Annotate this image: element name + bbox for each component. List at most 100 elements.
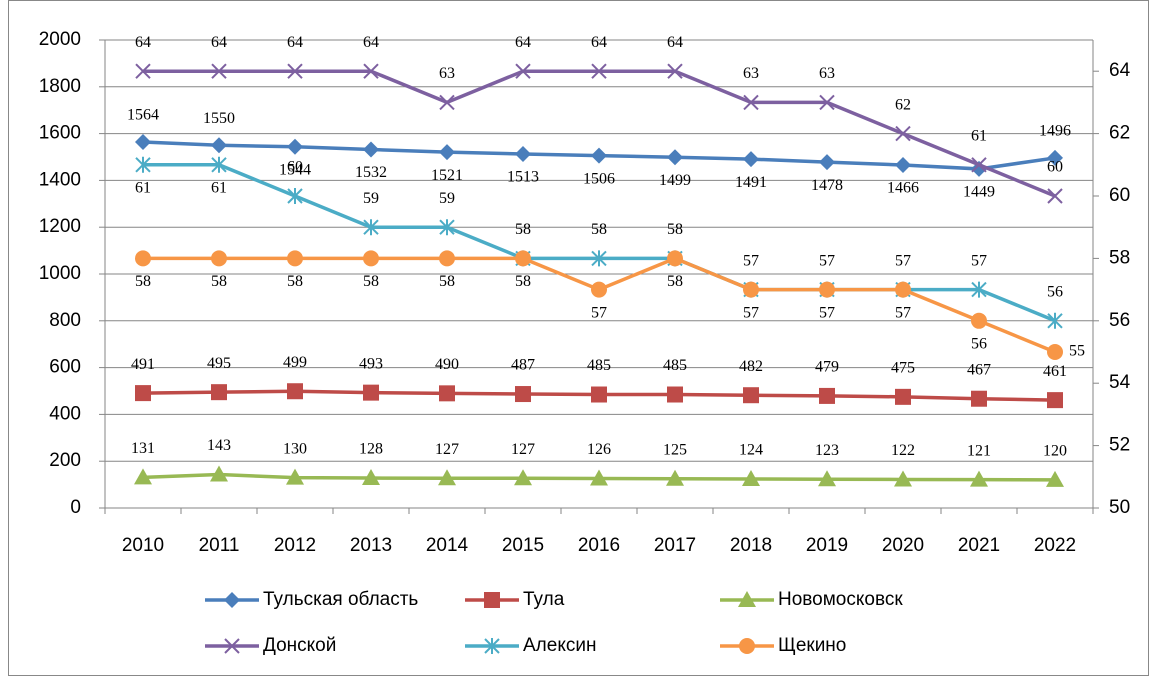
data-label: 58 [363,273,379,290]
y-tick-label: 400 [49,403,81,424]
marker [591,147,607,164]
y2-tick-label: 58 [1109,247,1130,268]
marker [1047,149,1063,166]
marker [438,469,456,486]
data-label: 58 [515,273,531,290]
marker [515,386,531,403]
marker [819,387,835,404]
marker [287,383,303,400]
marker [515,63,531,79]
marker [1047,312,1063,329]
marker [819,281,835,298]
data-label: 128 [359,441,383,458]
data-label: 61 [211,179,227,196]
data-label: 491 [131,356,155,373]
data-label: 130 [283,440,307,457]
marker [743,387,759,404]
data-label: 64 [363,34,379,51]
y-tick-label: 2000 [39,29,81,50]
data-label: 57 [819,304,835,321]
data-label: 64 [211,34,227,51]
data-label: 1532 [355,164,387,181]
x-tick-label: 2018 [730,535,772,556]
data-label: 57 [895,304,911,321]
x-tick-label: 2021 [958,535,1000,556]
data-label: 58 [591,221,607,238]
data-label: 485 [587,357,611,374]
marker [287,138,303,155]
x-tick-label: 2019 [806,535,848,556]
data-label: 487 [511,357,535,374]
y2-tick-label: 60 [1109,185,1130,206]
data-label: 1449 [963,184,995,201]
data-label: 60 [1047,159,1063,176]
marker [484,638,500,654]
grid: 0 200 400 600 800 1000 1200 1400 1600 1800 2000 50 5… [39,29,1131,556]
marker [738,591,756,607]
data-label: 490 [435,356,459,373]
marker [971,281,987,298]
marker [439,219,455,236]
marker [1046,470,1064,487]
marker [514,469,532,486]
y2-tick-label: 64 [1109,60,1131,81]
x-tick-label: 2022 [1034,535,1076,556]
marker [363,141,379,158]
data-label: 59 [363,190,379,207]
marker [224,592,240,608]
y-tick-label: 600 [49,357,81,378]
marker [667,63,683,79]
data-label: 485 [663,357,687,374]
marker [211,250,227,267]
marker [515,145,531,162]
data-label: 125 [663,441,687,458]
data-label: 62 [895,96,911,113]
y-tick-label: 200 [49,450,81,471]
marker [895,125,911,142]
marker [211,63,227,79]
marker [134,468,152,485]
y-tick-label: 1400 [39,169,81,190]
data-label: 63 [819,65,835,82]
data-label: 143 [207,437,231,454]
data-label: 58 [439,273,455,290]
y-tick-label: 1000 [39,263,81,284]
data-label: 1499 [659,172,691,189]
data-label: 57 [895,252,911,269]
x-tick-label: 2014 [426,535,469,556]
marker [439,94,455,111]
y2-tick-label: 62 [1109,123,1130,144]
data-label: 57 [819,252,835,269]
data-label: 482 [739,358,763,375]
data-label: 60 [287,159,303,176]
marker [819,154,835,171]
data-label: 1466 [887,180,919,197]
y2-tick-label: 52 [1109,435,1130,456]
data-label: 1478 [811,177,843,194]
marker [1047,344,1063,360]
marker [211,156,227,173]
marker [287,63,303,79]
data-label: 1521 [431,167,463,184]
marker [484,592,500,608]
marker [135,385,151,402]
x-tick-label: 2013 [350,535,392,556]
data-label: 120 [1043,443,1067,460]
marker [591,250,607,267]
marker [591,63,607,79]
marker [667,149,683,166]
marker [363,250,379,267]
legend-label: Тульская область [263,589,418,610]
marker [667,250,683,267]
data-label: 1513 [507,169,539,186]
marker [135,250,151,267]
data-label: 64 [287,34,303,51]
y-tick-label: 1600 [39,123,81,144]
marker [739,638,755,654]
x-tick-label: 2015 [502,535,544,556]
data-label: 479 [815,359,839,376]
marker [971,390,987,407]
data-label: 499 [283,354,307,371]
data-label: 57 [591,304,607,321]
marker [287,188,303,204]
